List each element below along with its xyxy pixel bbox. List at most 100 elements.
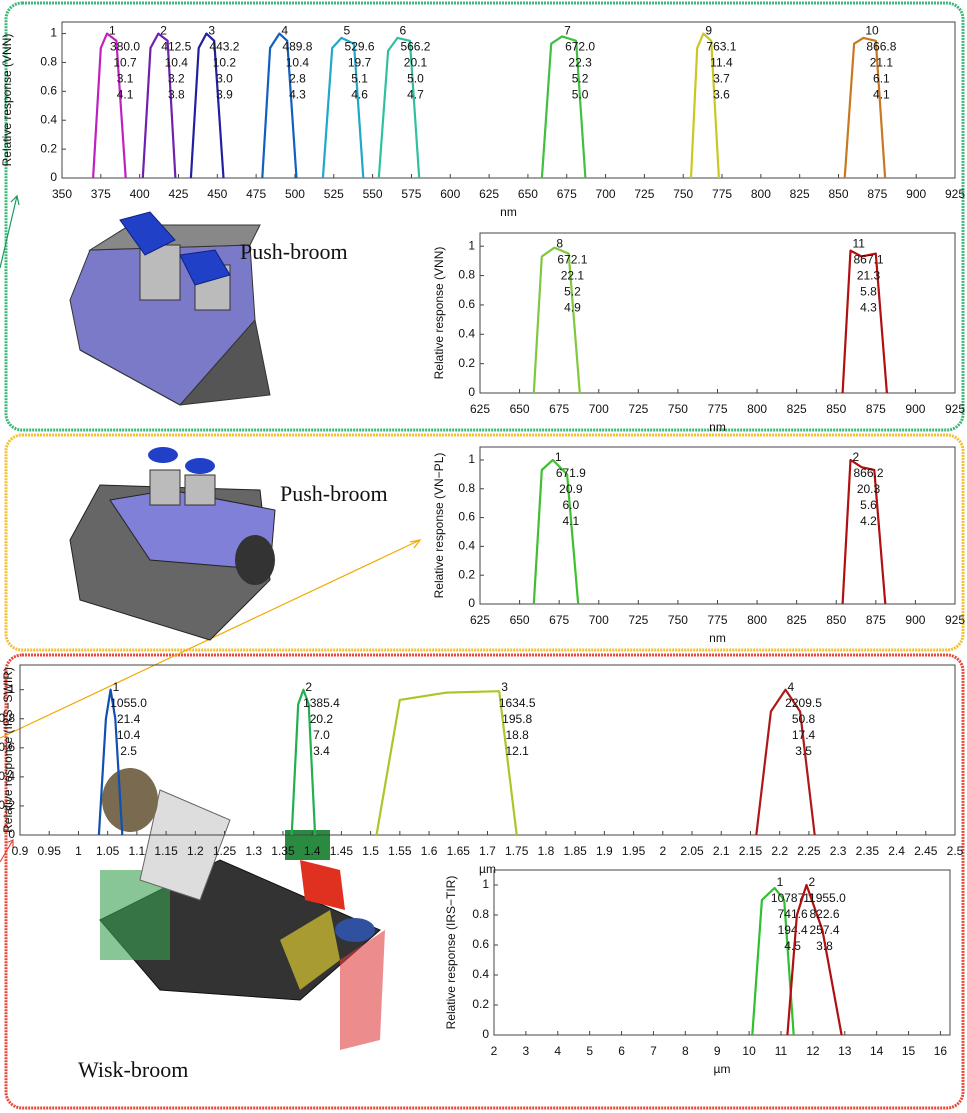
band-number: 9 <box>705 24 712 38</box>
band-annotation: 4.1 <box>117 88 134 102</box>
x-tick-label: 6 <box>618 1044 625 1058</box>
x-tick-label: 475 <box>246 187 266 201</box>
x-tick-label: 2.1 <box>713 844 730 858</box>
y-tick-label: 0 <box>468 385 475 399</box>
x-tick-label: 675 <box>549 402 569 416</box>
x-tick-label: 1.9 <box>596 844 613 858</box>
x-tick-label: 675 <box>557 187 577 201</box>
x-tick-label: 1.7 <box>479 844 496 858</box>
band-number: 4 <box>281 24 288 38</box>
band-annotation: 3.0 <box>216 72 233 86</box>
band-annotation: 443.2 <box>209 40 239 54</box>
x-tick-label: 625 <box>470 613 490 627</box>
x-tick-label: 2 <box>659 844 666 858</box>
band-annotation: 489.8 <box>282 40 312 54</box>
x-tick-label: 16 <box>934 1044 948 1058</box>
x-tick-label: 11 <box>775 1044 788 1058</box>
x-tick-label: 1.85 <box>563 844 587 858</box>
band-number: 4 <box>788 680 795 694</box>
x-tick-label: 825 <box>787 402 807 416</box>
band-number: 3 <box>208 24 215 38</box>
x-tick-label: 2.05 <box>680 844 704 858</box>
x-tick-label: 775 <box>707 613 727 627</box>
x-tick-label: 525 <box>324 187 344 201</box>
x-tick-label: 1.35 <box>271 844 295 858</box>
band-annotation: 18.8 <box>506 728 530 742</box>
x-tick-label: 800 <box>747 402 767 416</box>
x-tick-label: 0.95 <box>38 844 62 858</box>
x-tick-label: 775 <box>707 402 727 416</box>
y-tick-label: 0.4 <box>458 539 475 553</box>
band-annotation: 5.1 <box>351 72 368 86</box>
band-annotation: 21.4 <box>117 712 141 726</box>
y-tick-label: 1 <box>50 26 57 40</box>
x-tick-label: 1.1 <box>129 844 146 858</box>
panel-label: Push-broom <box>280 481 388 506</box>
band-annotation: 380.0 <box>110 40 140 54</box>
x-tick-label: 2.5 <box>947 844 964 858</box>
y-tick-label: 0.2 <box>458 567 475 581</box>
x-tick-label: 550 <box>363 187 383 201</box>
x-axis-label: µm <box>714 1062 731 1076</box>
band-annotation: 867.1 <box>853 252 883 266</box>
x-tick-label: 725 <box>628 613 648 627</box>
x-tick-label: 5 <box>586 1044 593 1058</box>
x-tick-label: 2.3 <box>830 844 847 858</box>
x-tick-label: 425 <box>168 187 188 201</box>
x-axis-label: µm <box>479 862 496 876</box>
x-tick-label: 3 <box>523 1044 530 1058</box>
band-annotation: 671.9 <box>556 466 586 480</box>
response-curve <box>377 691 517 835</box>
y-axis-label: Relative response (IRS−SWIR) <box>1 667 15 833</box>
band-annotation: 3.4 <box>313 744 330 758</box>
band-annotation: 1634.5 <box>499 696 536 710</box>
band-annotation: 22.1 <box>561 268 585 282</box>
band-number: 1 <box>777 875 784 889</box>
band-annotation: 672.0 <box>565 40 595 54</box>
x-tick-label: 400 <box>130 187 150 201</box>
band-annotation: 3.6 <box>713 88 730 102</box>
band-annotation: 566.2 <box>400 40 430 54</box>
x-tick-label: 2.15 <box>739 844 763 858</box>
x-tick-label: 825 <box>787 613 807 627</box>
band-annotation: 6.0 <box>562 498 579 512</box>
y-tick-label: 0.4 <box>472 967 489 981</box>
band-annotation: 672.1 <box>557 252 587 266</box>
band-annotation: 763.1 <box>706 40 736 54</box>
y-tick-label: 0.6 <box>40 84 57 98</box>
x-tick-label: 650 <box>518 187 538 201</box>
x-tick-label: 1.75 <box>505 844 529 858</box>
band-annotation: 5.0 <box>572 88 589 102</box>
band-annotation: 1055.0 <box>110 696 147 710</box>
band-annotation: 5.2 <box>572 72 589 86</box>
band-annotation: 412.5 <box>161 40 191 54</box>
x-tick-label: 750 <box>668 402 688 416</box>
x-tick-label: 500 <box>285 187 305 201</box>
x-tick-label: 1.2 <box>187 844 204 858</box>
y-tick-label: 0 <box>468 596 475 610</box>
x-tick-label: 0.9 <box>12 844 29 858</box>
band-annotation: 3.8 <box>168 88 185 102</box>
band-annotation: 21.1 <box>870 56 894 70</box>
x-tick-label: 925 <box>945 613 965 627</box>
y-tick-label: 0.4 <box>458 326 475 340</box>
band-annotation: 4.1 <box>873 88 890 102</box>
x-tick-label: 925 <box>945 402 965 416</box>
band-annotation: 5.8 <box>860 284 877 298</box>
x-tick-label: 875 <box>867 187 887 201</box>
x-tick-label: 450 <box>207 187 227 201</box>
x-tick-label: 13 <box>838 1044 852 1058</box>
x-tick-label: 625 <box>479 187 499 201</box>
y-tick-label: 0 <box>482 1027 489 1041</box>
band-annotation: 4.3 <box>289 88 306 102</box>
x-tick-label: 1.4 <box>304 844 321 858</box>
x-tick-label: 9 <box>714 1044 721 1058</box>
band-annotation: 19.7 <box>348 56 372 70</box>
figure: Push-broom Push-broom Wisk-broom 00.20.4… <box>0 0 967 1113</box>
band-annotation: 4.5 <box>784 939 801 953</box>
x-tick-label: 2.25 <box>797 844 821 858</box>
y-axis-label: Relative response (VNN) <box>432 247 446 380</box>
y-tick-label: 0.8 <box>458 481 475 495</box>
x-tick-label: 650 <box>510 402 530 416</box>
x-tick-label: 900 <box>905 402 925 416</box>
